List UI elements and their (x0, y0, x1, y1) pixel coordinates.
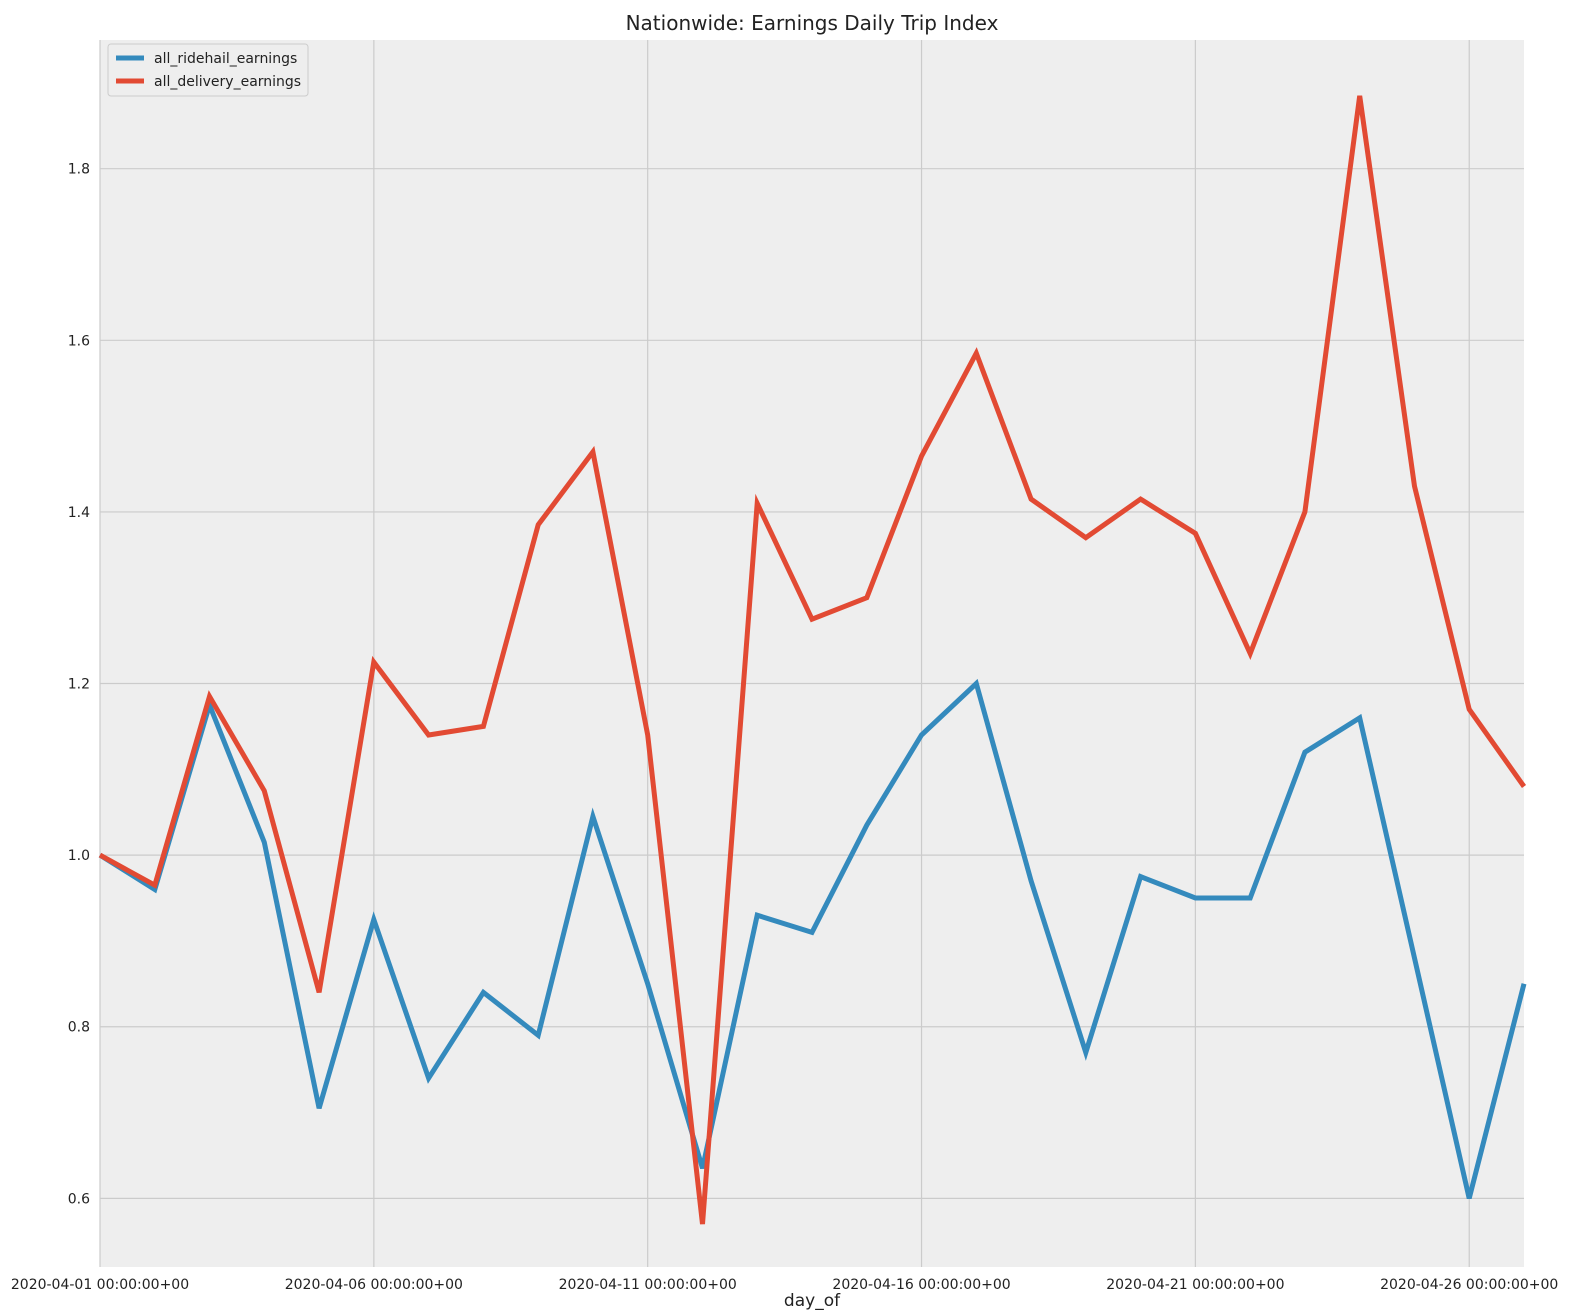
y-tick-label: 0.8 (68, 1020, 90, 1036)
x-tick-label: 2020-04-06 00:00:00+00 (285, 1277, 463, 1293)
plot-area-background (100, 40, 1524, 1267)
x-axis-title: day_of (784, 1291, 841, 1311)
y-tick-labels: 0.6 0.8 1.0 1.2 1.4 1.6 1.8 (68, 162, 90, 1208)
grid-lines (99, 40, 1524, 1267)
y-tick-label: 1.0 (68, 848, 90, 864)
chart-title: Nationwide: Earnings Daily Trip Index (626, 11, 999, 35)
series-lines (98, 95, 1527, 1225)
x-tick-label: 2020-04-11 00:00:00+00 (559, 1277, 737, 1293)
legend: all_ridehail_earnings all_delivery_earni… (107, 43, 309, 97)
x-tick-labels: 2020-04-01 00:00:00+00 2020-04-06 00:00:0… (11, 1277, 1558, 1293)
y-tick-label: 0.6 (68, 1191, 90, 1207)
y-tick-label: 1.8 (68, 162, 90, 178)
legend-box (107, 43, 309, 97)
x-tick-label: 2020-04-21 00:00:00+00 (1106, 1277, 1284, 1293)
legend-label-delivery: all_delivery_earnings (154, 74, 301, 90)
y-tick-label: 1.2 (68, 677, 90, 693)
x-tick-label: 2020-04-01 00:00:00+00 (11, 1277, 189, 1293)
series-line-all_delivery_earnings (98, 95, 1527, 1225)
legend-label-ridehail: all_ridehail_earnings (154, 51, 297, 67)
x-tick-label: 2020-04-16 00:00:00+00 (832, 1277, 1010, 1293)
x-tick-label: 2020-04-26 00:00:00+00 (1380, 1277, 1558, 1293)
y-tick-label: 1.6 (68, 333, 90, 349)
series-line-all_ridehail_earnings (98, 678, 1527, 1200)
y-tick-label: 1.4 (68, 505, 90, 521)
